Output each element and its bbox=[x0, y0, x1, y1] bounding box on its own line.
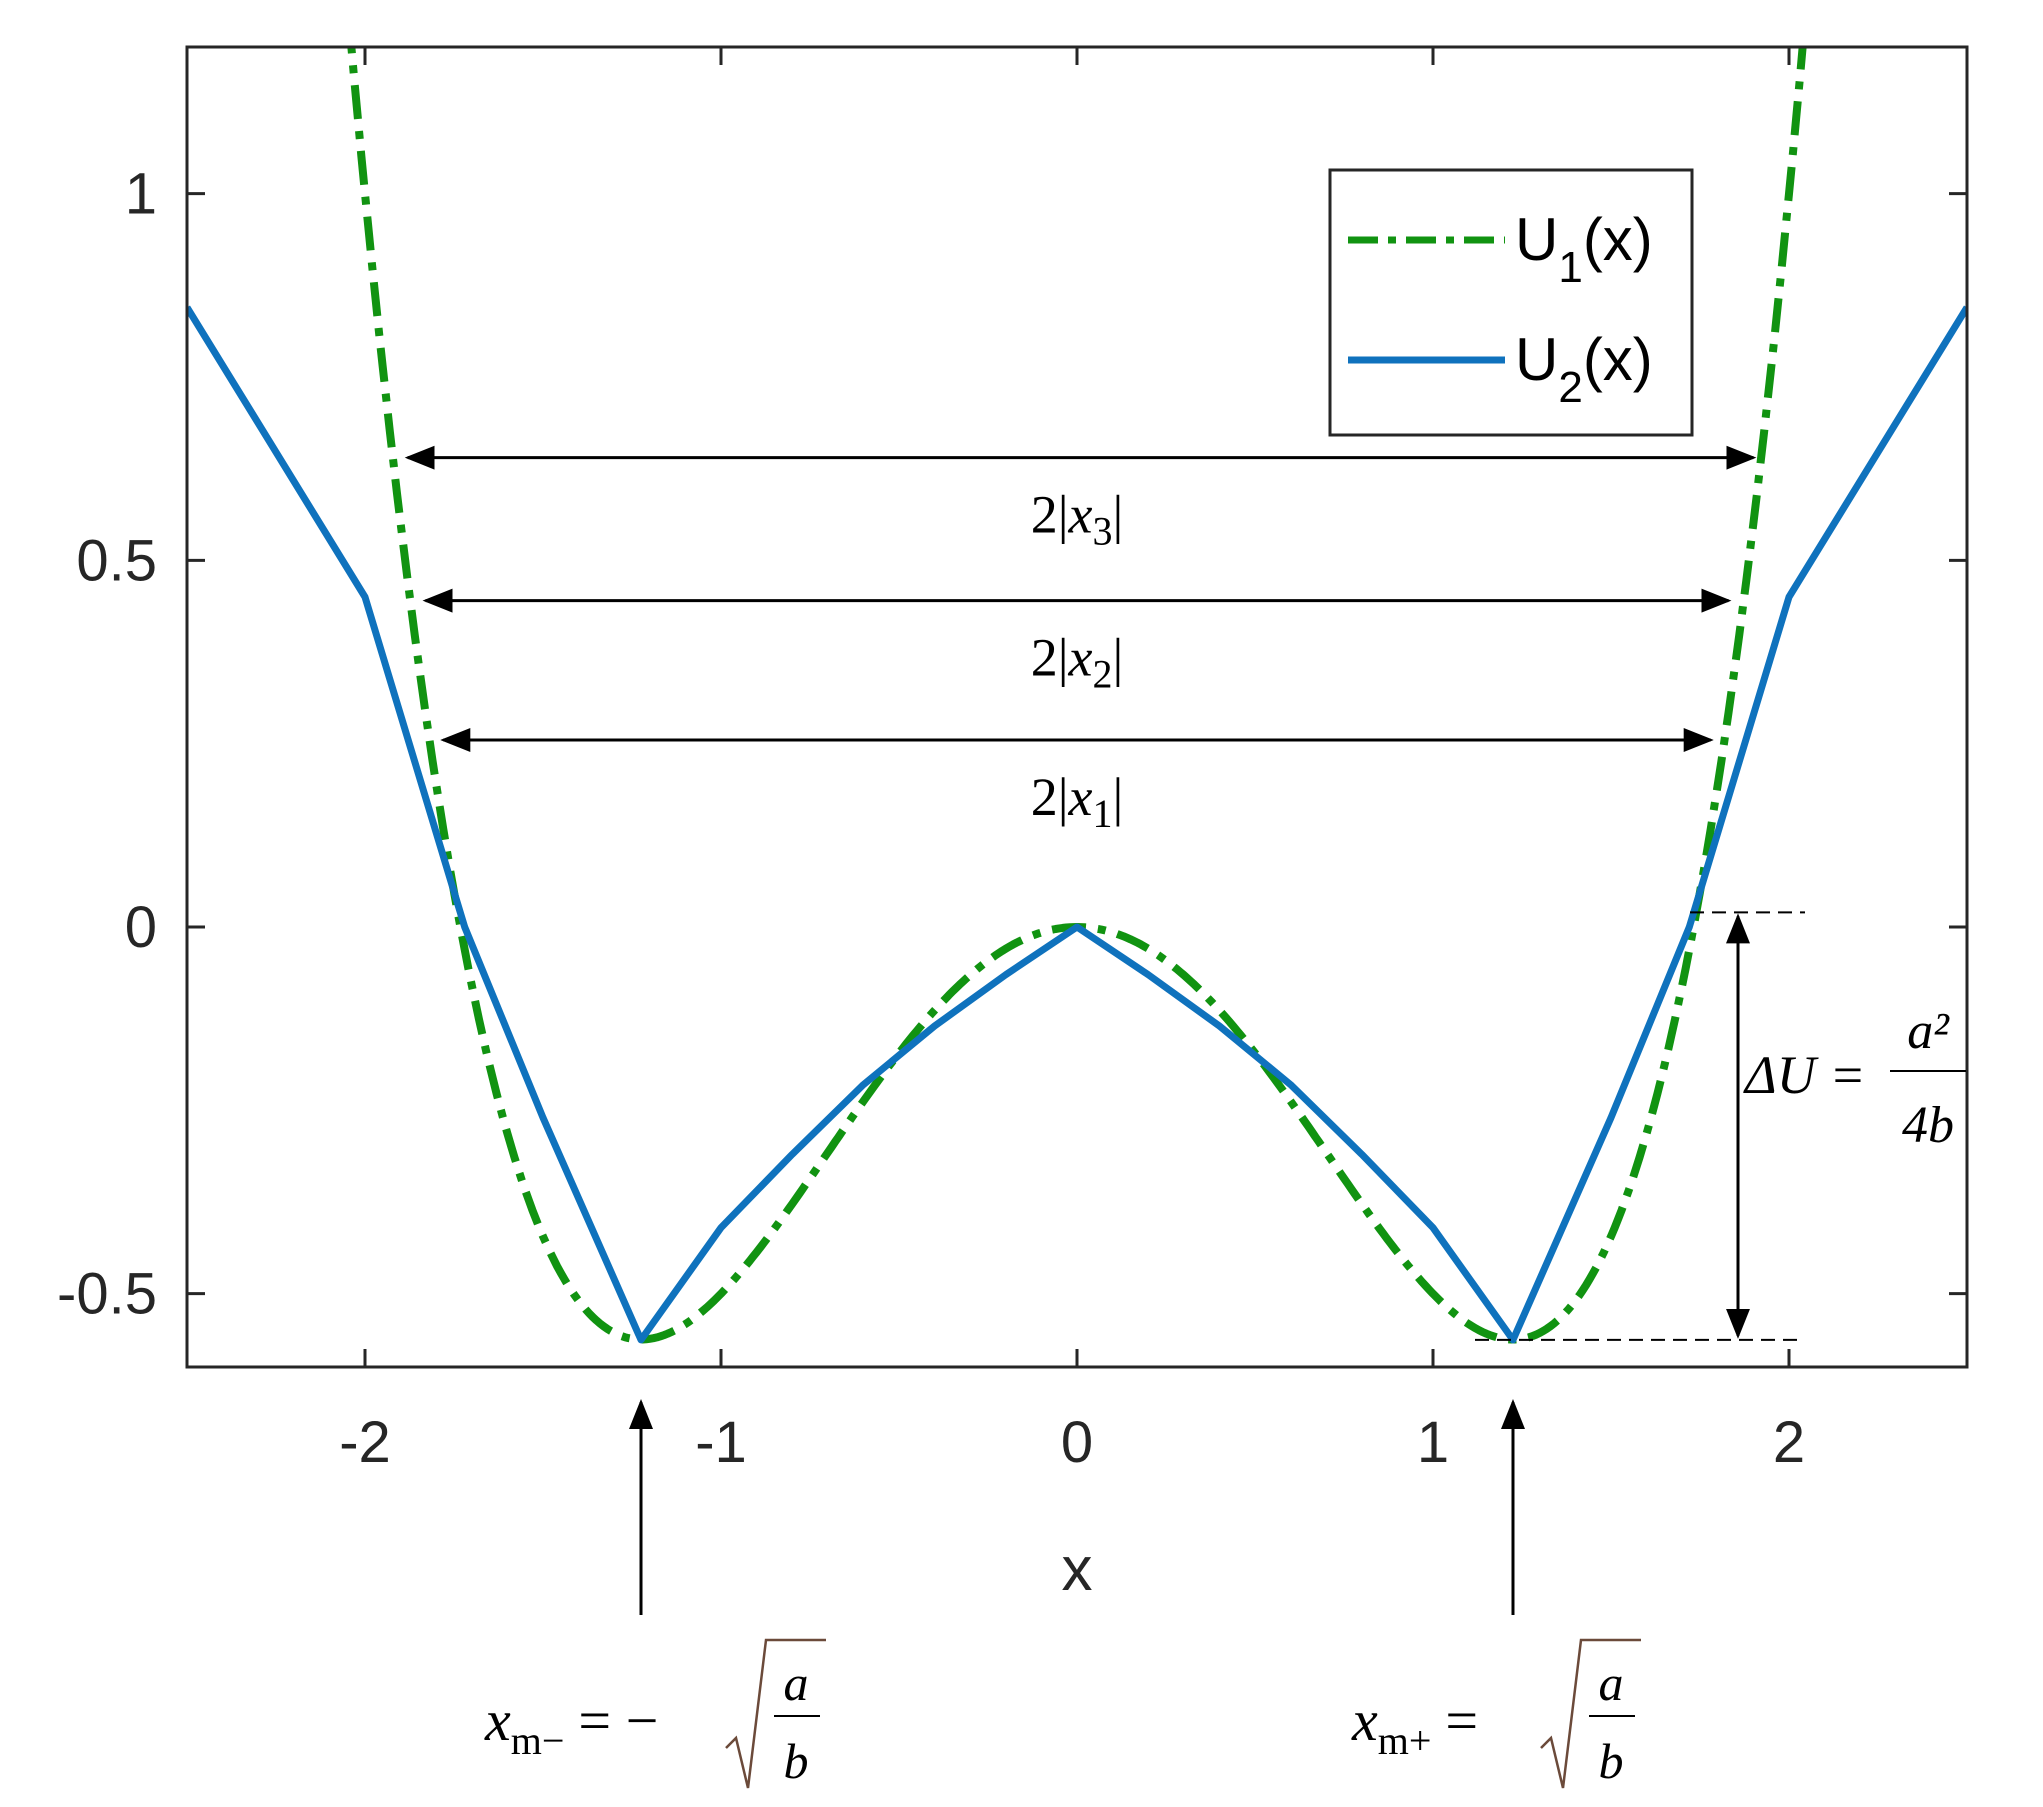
minimum-numerator: a bbox=[784, 1655, 809, 1711]
minimum-numerator: a bbox=[1599, 1655, 1624, 1711]
series-line-u2 bbox=[187, 305, 1967, 1344]
minimum-denominator: b bbox=[784, 1733, 809, 1789]
barrier-lhs: ΔU = bbox=[1743, 1045, 1866, 1105]
width-label: 2|x2| bbox=[1031, 628, 1124, 697]
ticks-layer: -2 -1 0 1 2 -0.5 0 0.5 1 bbox=[57, 47, 1967, 1475]
y-tick-label: 0.5 bbox=[76, 528, 157, 593]
x-tick-label: -1 bbox=[695, 1410, 747, 1475]
curves-layer bbox=[187, 47, 1967, 1344]
minimum-denominator: b bbox=[1599, 1733, 1624, 1789]
x-tick-label: 1 bbox=[1417, 1410, 1449, 1475]
barrier-denominator: 4b bbox=[1902, 1097, 1954, 1154]
legend-label: U2(x) bbox=[1515, 326, 1653, 412]
legend: U1(x) U2(x) bbox=[1328, 168, 1694, 437]
legend-label: U1(x) bbox=[1515, 206, 1653, 292]
x-tick-label: -2 bbox=[339, 1410, 391, 1475]
x-axis-label: x bbox=[1062, 1535, 1093, 1604]
y-tick-label: 1 bbox=[125, 162, 157, 227]
barrier-numerator: a² bbox=[1907, 1003, 1950, 1060]
y-tick-label: -0.5 bbox=[57, 1262, 157, 1327]
sqrt-sign bbox=[1540, 1638, 1641, 1789]
x-tick-label: 0 bbox=[1061, 1410, 1093, 1475]
legend-box bbox=[1328, 168, 1694, 437]
width-label: 2|x3| bbox=[1031, 485, 1124, 554]
minimum-lhs: xm− = − bbox=[484, 1688, 658, 1763]
minimum-formula: xm+ = ab bbox=[1351, 1638, 1641, 1789]
x-tick-label: 2 bbox=[1773, 1410, 1805, 1475]
y-tick-label: 0 bbox=[125, 895, 157, 960]
plot-frame bbox=[185, 45, 1969, 1369]
minimum-formula: xm− = − ab bbox=[484, 1638, 826, 1789]
sqrt-sign bbox=[725, 1638, 826, 1789]
minimum-lhs: xm+ = bbox=[1351, 1688, 1478, 1763]
width-label: 2|x1| bbox=[1031, 767, 1124, 836]
